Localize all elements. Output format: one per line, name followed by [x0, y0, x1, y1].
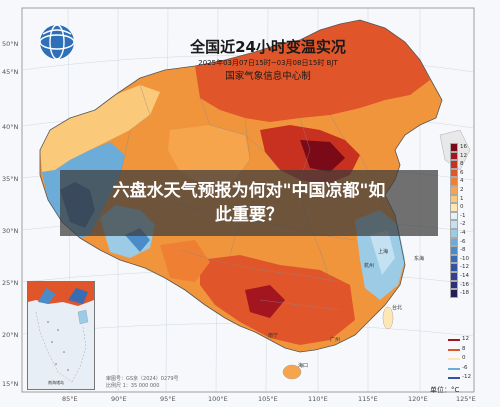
lat-label-40: 40°N: [2, 123, 19, 131]
hainan-island: [282, 364, 302, 380]
legend-value-label: -14: [460, 273, 469, 279]
lon-label-85: 85°E: [62, 395, 78, 403]
legend-swatch: [450, 177, 458, 186]
unit-label: 单位：°C: [430, 386, 460, 394]
legend-value-label: -8: [460, 247, 466, 254]
sea-legend-swatch: [448, 367, 460, 370]
sea-legend-value-label: 12: [462, 336, 469, 342]
inset-map: [28, 282, 94, 383]
headline-overlay[interactable]: 六盘水天气预报为何对"中国凉都"如 此重要？: [60, 170, 438, 236]
map-agency: 国家气象信息中心制: [225, 71, 311, 82]
legend-swatch: [450, 194, 458, 204]
sea-legend-swatch: [448, 348, 460, 351]
legend-value-label: 6: [460, 169, 464, 176]
legend-swatch: [450, 203, 458, 212]
legend-value-label: 1: [460, 195, 464, 202]
legend-value-label: 0: [460, 204, 464, 211]
lat-label-35: 35°N: [2, 175, 19, 183]
legend-swatch: [450, 246, 458, 255]
zone-north-warming: [195, 20, 430, 122]
lon-label-100: 100°E: [208, 395, 228, 403]
lon-label-105: 105°E: [258, 395, 278, 403]
legend-swatch: [450, 143, 458, 152]
legend-value-label: -6: [460, 238, 466, 245]
map-title-block: 全国近24小时变温实况 2025年03月07日15时~03月08日15时 BJT…: [168, 38, 368, 83]
map-time-range: 2025年03月07日15时~03月08日15时 BJT: [198, 59, 338, 67]
legend-value-label: -12: [460, 264, 469, 271]
city-label: 台北: [392, 305, 403, 311]
lat-label-20: 20°N: [2, 331, 19, 339]
headline-line-1: 六盘水天气预报为何对"中国凉都"如: [112, 181, 386, 201]
inset-islands: [47, 321, 69, 371]
headline-line-2: 此重要？: [215, 205, 283, 225]
lat-label-15: 15°N: [2, 380, 19, 388]
legend-value-label: -4: [460, 230, 466, 236]
lon-label-110: 110°E: [308, 395, 328, 403]
legend-swatch: [450, 280, 458, 290]
sea-legend-swatch: [448, 358, 460, 360]
inset-label: 南海诸岛: [48, 380, 64, 385]
sea-legend-value-label: -6: [462, 364, 468, 371]
south-china-sea-inset: 南海诸岛: [27, 281, 95, 390]
legend-swatch: [450, 237, 458, 247]
city-label: 南宁: [268, 333, 279, 339]
lon-label-90: 90°E: [111, 395, 127, 403]
legend-value-label: 2: [460, 187, 464, 193]
city-label: 海口: [298, 363, 309, 369]
lat-label-50: 50°N: [2, 40, 19, 48]
legend-value-label: 12: [460, 152, 467, 159]
legend-value-label: 16: [460, 144, 467, 150]
city-label: 上海: [378, 249, 389, 255]
legend-value-label: -16: [460, 281, 469, 288]
legend-swatch: [450, 272, 458, 281]
credit-scale: 比例尺 1：35 000 000: [106, 383, 160, 389]
legend-swatch: [450, 186, 458, 195]
map-title: 全国近24小时变温实况: [190, 38, 346, 56]
lat-label-30: 30°N: [2, 227, 19, 235]
legend-swatch: [450, 211, 458, 221]
legend-swatch: [450, 151, 458, 161]
lon-label-95: 95°E: [160, 395, 176, 403]
sea-legend-swatch: [448, 339, 460, 341]
zone-northwest-mild: [40, 85, 160, 172]
lat-label-25: 25°N: [2, 279, 19, 287]
credit-approval: 审图号：GS京（2024）0279号: [106, 376, 179, 382]
legend-swatch: [450, 160, 458, 169]
lat-label-45: 45°N: [2, 68, 19, 76]
legend-value-label: -18: [460, 290, 469, 297]
sea-legend-value-label: 8: [462, 345, 466, 352]
sea-legend-value-label: -12: [462, 374, 471, 380]
legend-swatch: [450, 289, 458, 298]
city-label: 东海: [414, 256, 425, 262]
city-label: 广州: [330, 337, 341, 343]
legend-swatch: [450, 254, 458, 264]
legend-swatch: [450, 220, 458, 229]
cma-globe-logo-icon: [39, 24, 75, 60]
sea-legend-value-label: 0: [462, 355, 466, 361]
legend-value-label: -10: [460, 255, 469, 262]
legend-value-label: 4: [460, 178, 464, 185]
lon-label-115: 115°E: [358, 395, 378, 403]
legend-value-label: -2: [460, 221, 466, 228]
legend-swatch: [450, 263, 458, 272]
lon-label-120: 120°E: [408, 395, 428, 403]
taiwan-island: [382, 306, 394, 330]
legend-swatch: [450, 229, 458, 238]
lon-label-125: 125°E: [456, 395, 476, 403]
city-label: 杭州: [364, 263, 375, 269]
legend-value-label: 8: [460, 161, 464, 168]
sea-legend-swatch: [448, 377, 460, 379]
legend-value-label: -1: [460, 212, 466, 219]
legend-swatch: [450, 168, 458, 178]
